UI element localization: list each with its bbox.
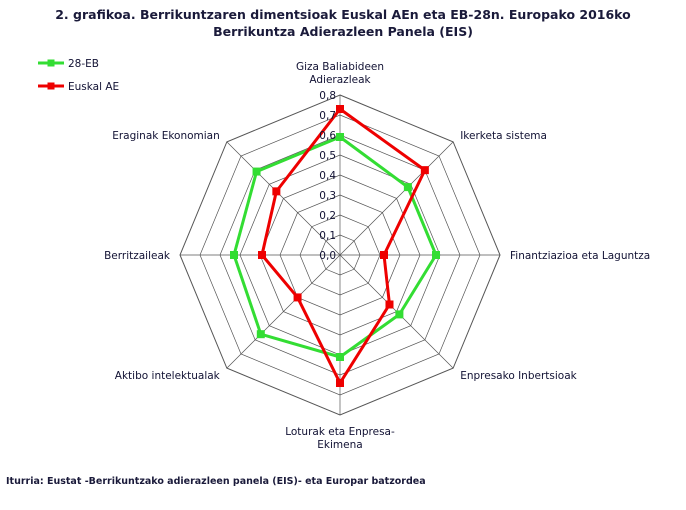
data-point — [272, 187, 281, 196]
radial-tick-label: 0,7 — [319, 110, 336, 122]
category-label: Giza Baliabideen — [296, 61, 384, 73]
data-point — [380, 251, 388, 259]
data-point — [258, 251, 266, 259]
radial-tick-label: 0,1 — [319, 230, 336, 242]
category-label: Aktibo intelektualak — [115, 370, 221, 382]
axis-spoke — [226, 141, 341, 256]
data-point — [403, 183, 412, 192]
radial-tick-label: 0,8 — [319, 90, 336, 102]
data-point — [336, 353, 344, 361]
legend-swatch-marker — [47, 59, 55, 67]
data-point — [336, 105, 344, 113]
radial-tick-label: 0,4 — [319, 170, 336, 182]
legend: 28-EB Euskal AE — [38, 58, 119, 93]
chart-title-line-2: Berrikuntza Adierazleen Panela (EIS) — [213, 24, 473, 39]
axis-spoke — [226, 254, 341, 369]
category-label: Ikerketa sistema — [460, 130, 547, 142]
radial-tick-label: 0,0 — [319, 250, 336, 262]
chart-title: 2. grafikoa. Berrikuntzaren dimentsioak … — [0, 6, 686, 40]
category-label: Eraginak Ekonomian — [112, 130, 220, 142]
data-point — [385, 300, 394, 309]
legend-label: 28-EB — [68, 58, 99, 70]
chart-title-line-1: 2. grafikoa. Berrikuntzaren dimentsioak … — [55, 7, 631, 22]
data-point — [336, 133, 344, 141]
legend-swatch-marker — [47, 82, 55, 90]
category-label: Adierazleak — [309, 74, 371, 86]
data-point — [230, 251, 238, 259]
radial-tick-label: 0,3 — [319, 190, 336, 202]
data-point — [395, 310, 404, 319]
source-note: Iturria: Eustat -Berrikuntzako adierazle… — [6, 476, 426, 487]
radial-tick-label: 0,6 — [319, 130, 336, 142]
radial-tick-label: 0,5 — [319, 150, 336, 162]
axis-spoke — [339, 141, 454, 256]
radial-tick-label: 0,2 — [319, 210, 336, 222]
data-point — [432, 251, 440, 259]
radar-axes — [180, 95, 500, 415]
legend-label: Euskal AE — [68, 81, 119, 93]
data-point — [293, 293, 302, 302]
data-point — [420, 166, 429, 175]
data-point — [252, 167, 261, 176]
data-point — [256, 330, 265, 339]
category-label: Berritzaileak — [104, 250, 171, 262]
data-point — [336, 379, 344, 387]
category-label: Enpresako Inbertsioak — [460, 370, 577, 382]
category-label: Finantziazioa eta Laguntza — [510, 250, 650, 262]
category-label: Ekimena — [317, 439, 362, 451]
radial-tick-labels: 0,0 0,1 0,2 0,3 0,4 0,5 0,6 0,7 0,8 — [319, 90, 336, 262]
category-label: Loturak eta Enpresa- — [285, 426, 395, 438]
data-series — [230, 105, 440, 387]
